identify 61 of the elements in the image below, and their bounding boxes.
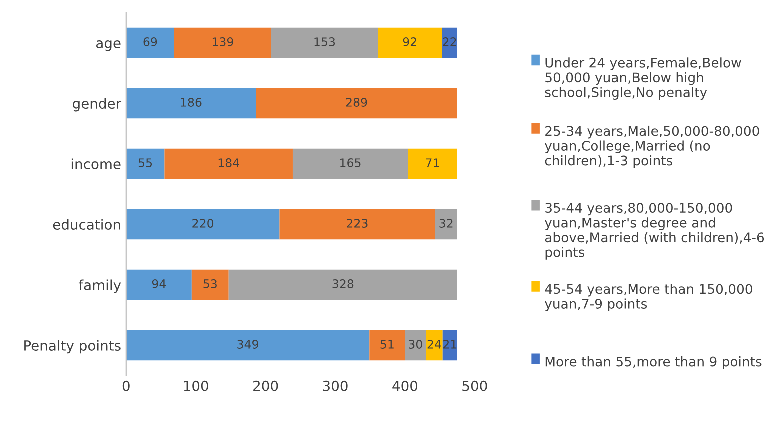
legend-label: More than 55,more than 9 points: [546, 356, 762, 370]
bar: [442, 28, 458, 58]
data-label: 165: [340, 158, 361, 168]
data-label: 289: [346, 98, 368, 107]
data-label: 139: [212, 38, 234, 46]
x-tick-label: 0: [122, 380, 130, 392]
bar: [126, 148, 165, 180]
bar: [378, 28, 442, 58]
bar: [271, 28, 378, 58]
bar: [426, 330, 443, 361]
data-label: 94: [152, 280, 166, 288]
bar: [408, 148, 458, 180]
x-tick-label: 400: [392, 380, 418, 392]
data-label: 24: [428, 340, 442, 349]
bar: [126, 209, 280, 240]
bar: [164, 148, 293, 180]
bar: [442, 330, 458, 361]
y-tick-label: age: [96, 40, 121, 52]
data-label: 55: [138, 158, 152, 168]
bar: [256, 88, 458, 119]
data-label: 53: [204, 280, 217, 288]
y-tick-label: Penalty points: [24, 340, 121, 354]
legend-label: 25-34 years,Male,50,000-80,000 yuan,College,Married (no children),1-3 points: [545, 126, 760, 168]
x-tick-label: 300: [323, 380, 348, 392]
data-label: 349: [238, 340, 258, 349]
y-tick-label: education: [53, 219, 120, 230]
bar: [228, 270, 458, 300]
data-label: 30: [409, 340, 422, 349]
data-label: 71: [426, 158, 440, 168]
bar: [126, 270, 192, 300]
bar: [126, 330, 370, 361]
x-tick-label: 500: [462, 380, 488, 392]
y-tick-label: gender: [73, 98, 122, 112]
bar: [280, 209, 436, 240]
y-tick-label: family: [78, 280, 122, 294]
bar: [435, 209, 458, 240]
y-tick-label: income: [72, 158, 121, 170]
legend-label: 35-44 years,80,000-150,000 yuan,Master's degree and above,Married (with children),4-6 points: [545, 203, 764, 260]
data-label: 51: [380, 340, 394, 349]
data-label: 223: [347, 219, 368, 228]
x-tick-label: 200: [254, 380, 278, 392]
bar: [126, 28, 174, 58]
data-label: 186: [181, 98, 202, 107]
data-label: 328: [332, 280, 354, 288]
bar: [174, 28, 272, 58]
legend-label: Under 24 years,Female,Below 50,000 yuan,Below high school,Single,No penalty: [545, 58, 742, 100]
data-label: 69: [144, 38, 158, 46]
bar: [370, 330, 406, 361]
x-tick-label: 100: [184, 380, 208, 392]
bar: [405, 330, 426, 361]
data-label: 220: [192, 219, 214, 228]
legend-label: 45-54 years,More than 150,000 yuan,7-9 points: [545, 284, 752, 312]
data-label: 21: [444, 340, 457, 349]
data-label: 22: [443, 38, 456, 46]
data-label: 92: [403, 38, 416, 46]
bar: [292, 148, 408, 180]
data-label: 153: [314, 38, 336, 46]
bar: [126, 88, 256, 119]
data-label: 32: [440, 219, 453, 228]
bar: [192, 270, 229, 300]
data-label: 184: [218, 158, 240, 168]
